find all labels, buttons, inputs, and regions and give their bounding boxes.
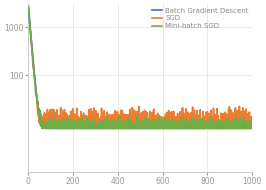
Batch Gradient Descent: [72, 127, 76, 130]
Batch Gradient Descent: [201, 127, 205, 130]
Mini-batch SGD: [240, 127, 243, 130]
Batch Gradient Descent: [240, 127, 243, 130]
SGD: [72, 115, 76, 117]
Mini-batch SGD: [40, 127, 43, 130]
SGD: [251, 115, 254, 117]
Mini-batch SGD: [210, 127, 213, 130]
Batch Gradient Descent: [106, 127, 109, 130]
Line: Batch Gradient Descent: Batch Gradient Descent: [28, 8, 252, 128]
SGD: [210, 109, 213, 112]
Mini-batch SGD: [201, 118, 205, 120]
SGD: [225, 126, 228, 128]
Legend: Batch Gradient Descent, SGD, Mini-batch SGD: Batch Gradient Descent, SGD, Mini-batch …: [151, 6, 250, 31]
Line: SGD: SGD: [28, 5, 252, 128]
Batch Gradient Descent: [251, 127, 254, 130]
SGD: [40, 120, 44, 122]
Batch Gradient Descent: [27, 7, 30, 9]
Line: Mini-batch SGD: Mini-batch SGD: [28, 7, 252, 128]
SGD: [201, 110, 205, 113]
Batch Gradient Descent: [40, 123, 44, 126]
Batch Gradient Descent: [225, 127, 228, 130]
Mini-batch SGD: [72, 127, 76, 130]
Mini-batch SGD: [251, 127, 254, 130]
Batch Gradient Descent: [210, 127, 213, 130]
SGD: [240, 111, 243, 113]
SGD: [41, 127, 44, 130]
Mini-batch SGD: [27, 6, 30, 9]
SGD: [27, 4, 30, 6]
Mini-batch SGD: [41, 123, 44, 125]
Mini-batch SGD: [225, 127, 228, 130]
